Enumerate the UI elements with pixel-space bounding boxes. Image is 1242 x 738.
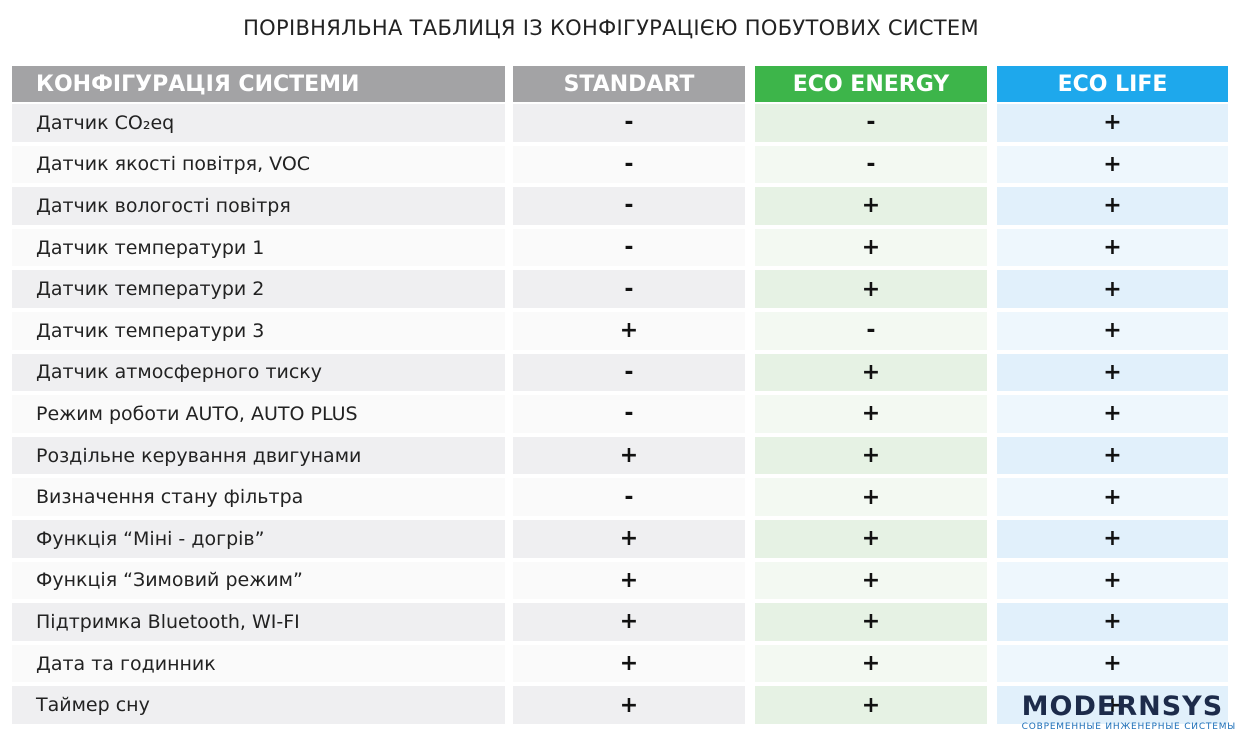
feature-mark: - [755, 145, 987, 184]
title: ПОРІВНЯЛЬНА ТАБЛИЦЯ ІЗ КОНФІГУРАЦІЄЮ ПОБ… [243, 16, 979, 40]
feature-mark: + [513, 644, 745, 683]
row-label: Режим роботи AUTO, AUTO PLUS [12, 395, 505, 433]
row-label: Датчик якості повітря, VOC [12, 145, 505, 184]
logo-name: MODERNSYS [1021, 691, 1224, 722]
header-cell: ECO ENERGY [755, 66, 987, 102]
feature-mark: + [997, 228, 1228, 267]
feature-mark: + [997, 561, 1228, 600]
feature-mark: + [997, 520, 1228, 558]
feature-mark: + [997, 644, 1228, 683]
feature-mark: + [755, 603, 987, 641]
header-cell: КОНФІГУРАЦІЯ СИСТЕМИ [12, 66, 505, 102]
row-label: Датчик температури 3 [12, 312, 505, 350]
feature-mark: - [513, 187, 745, 225]
feature-mark: - [755, 104, 987, 142]
feature-mark: + [513, 561, 745, 600]
feature-mark: - [513, 104, 745, 142]
feature-mark: + [997, 686, 1228, 724]
feature-mark: - [513, 395, 745, 433]
row-label: Визначення стану фільтра [12, 478, 505, 516]
row-label: Функція “Міні - догрів” [12, 520, 505, 558]
feature-mark: - [513, 228, 745, 267]
row-label: Дата та годинник [12, 644, 505, 683]
feature-mark: + [513, 686, 745, 724]
feature-mark: + [997, 270, 1228, 308]
row-label: Роздільне керування двигунами [12, 436, 505, 475]
feature-mark: + [755, 395, 987, 433]
feature-mark: + [755, 270, 987, 308]
feature-mark: + [513, 312, 745, 350]
logo: MODERNSYS СОВРЕМЕННЫЕ ИНЖЕНЕРНЫЕ СИСТЕМЫ [1022, 691, 1236, 732]
row-label: Підтримка Bluetooth, WI-FI [12, 603, 505, 641]
feature-mark: + [755, 644, 987, 683]
feature-mark: + [513, 520, 745, 558]
feature-mark: - [513, 353, 745, 392]
feature-mark: + [755, 561, 987, 600]
row-label: Таймер сну [12, 686, 505, 724]
header-cell: ECO LIFE [997, 66, 1228, 102]
row-label: Функція “Зимовий режим” [12, 561, 505, 600]
feature-mark: - [513, 270, 745, 308]
feature-mark: + [755, 353, 987, 392]
feature-mark: + [755, 520, 987, 558]
feature-mark: + [997, 312, 1228, 350]
row-label: Датчик атмосферного тиску [12, 353, 505, 392]
feature-mark: + [997, 145, 1228, 184]
feature-mark: + [997, 603, 1228, 641]
feature-mark: + [997, 478, 1228, 516]
feature-mark: + [997, 353, 1228, 392]
feature-mark: + [997, 104, 1228, 142]
feature-mark: - [513, 145, 745, 184]
logo-tagline: СОВРЕМЕННЫЕ ИНЖЕНЕРНЫЕ СИСТЕМЫ [1021, 722, 1236, 732]
feature-mark: + [997, 187, 1228, 225]
row-label: Датчик вологості повітря [12, 187, 505, 225]
feature-mark: + [513, 603, 745, 641]
row-label: Датчик температури 2 [12, 270, 505, 308]
feature-mark: + [755, 187, 987, 225]
feature-mark: - [755, 312, 987, 350]
feature-mark: + [755, 228, 987, 267]
row-label: Датчик температури 1 [12, 228, 505, 267]
feature-mark: + [997, 436, 1228, 475]
feature-mark: + [755, 478, 987, 516]
feature-mark: + [755, 686, 987, 724]
feature-mark: + [755, 436, 987, 475]
row-label: Датчик CO₂eq [12, 104, 505, 142]
feature-mark: + [997, 395, 1228, 433]
feature-mark: - [513, 478, 745, 516]
header-cell: STANDART [513, 66, 745, 102]
feature-mark: + [513, 436, 745, 475]
